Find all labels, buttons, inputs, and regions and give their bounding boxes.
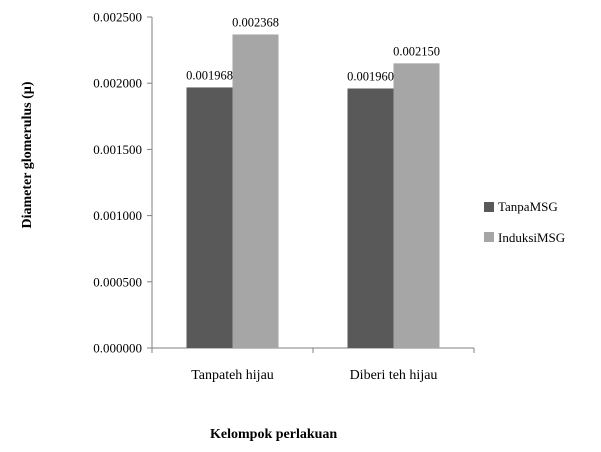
y-tick-label: 0.000000 bbox=[93, 341, 142, 356]
data-label: 0.002150 bbox=[393, 44, 440, 58]
y-tick-label: 0.002500 bbox=[93, 10, 142, 25]
y-tick-label: 0.001500 bbox=[93, 142, 142, 157]
bar-induksimsg bbox=[232, 34, 279, 348]
legend: TanpaMSG InduksiMSG bbox=[484, 199, 565, 260]
legend-item-induksimsg: InduksiMSG bbox=[484, 230, 565, 246]
y-tick-label: 0.002000 bbox=[93, 76, 142, 91]
y-tick-label: 0.001000 bbox=[93, 208, 142, 223]
x-tick-label: Tanpateh hijau bbox=[191, 368, 274, 383]
y-axis-title-text: Diameter glomerulus (µ) bbox=[20, 81, 35, 229]
x-tick-label: Diberi teh hijau bbox=[350, 368, 438, 383]
y-tick-label: 0.000500 bbox=[93, 274, 142, 289]
data-label: 0.001968 bbox=[186, 68, 233, 82]
bar-tanpamsg bbox=[347, 88, 394, 348]
data-label: 0.002368 bbox=[232, 15, 279, 29]
bar-tanpamsg bbox=[186, 87, 233, 348]
legend-label-tanpamsg: TanpaMSG bbox=[498, 199, 558, 214]
legend-swatch-tanpamsg bbox=[484, 201, 494, 212]
legend-item-tanpamsg: TanpaMSG bbox=[484, 199, 565, 215]
legend-label-induksimsg: InduksiMSG bbox=[498, 229, 566, 245]
legend-swatch-induksimsg bbox=[484, 232, 494, 243]
bar-induksimsg bbox=[393, 63, 440, 349]
x-axis-title: Kelompok perlakuan bbox=[210, 427, 338, 442]
data-label: 0.001960 bbox=[347, 69, 394, 83]
